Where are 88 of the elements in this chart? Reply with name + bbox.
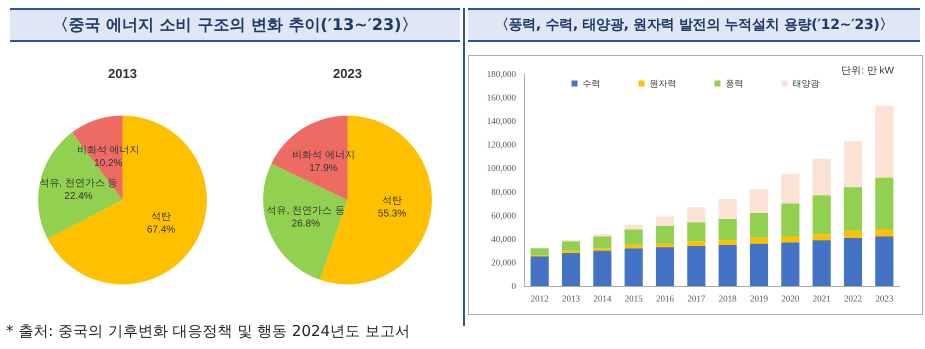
bar — [687, 241, 706, 246]
x-tick-label: 2021 — [812, 294, 831, 304]
bar — [687, 222, 706, 242]
bar — [593, 236, 612, 248]
legend-label: 풍력 — [726, 78, 744, 88]
x-tick-label: 2023 — [875, 294, 894, 304]
bar — [718, 240, 737, 245]
legend-label: 원자력 — [650, 78, 676, 88]
bar — [656, 247, 674, 286]
bar — [812, 234, 831, 240]
text: * 출처: 중국의 기후변화 대응정책 및 행동 2024년도 보고서 — [6, 322, 410, 341]
bar — [718, 218, 737, 240]
y-tick-label: 180,000 — [486, 69, 516, 79]
bar — [875, 229, 894, 237]
bar — [562, 241, 580, 251]
bar — [875, 106, 894, 178]
bar — [781, 236, 800, 242]
y-tick-label: 140,000 — [486, 116, 516, 126]
bar — [530, 248, 549, 256]
x-tick-label: 2017 — [687, 294, 706, 304]
slice-label: 석유, 천연가스 등 — [266, 205, 345, 216]
bar — [624, 244, 643, 248]
bar — [656, 226, 674, 244]
slice-label: 비화석 에너지 — [76, 145, 140, 156]
slice-label: 석유, 천연가스 등 — [39, 178, 118, 189]
bar — [812, 195, 831, 234]
bar — [624, 229, 643, 245]
legend-label: 수력 — [582, 78, 600, 88]
bar — [812, 158, 831, 196]
data-label: 67.4% — [146, 224, 176, 236]
bar — [624, 224, 643, 230]
legend-label: 태양광 — [792, 78, 820, 88]
bar — [750, 189, 768, 213]
x-tick-label: 2020 — [781, 294, 800, 304]
x-tick-label: 2016 — [656, 294, 674, 304]
bar — [687, 207, 706, 222]
y-tick-label: 120,000 — [486, 140, 516, 150]
bar — [750, 238, 768, 244]
x-tick-label: 2019 — [750, 294, 768, 304]
annotation: 단위: 만 kW — [841, 66, 895, 76]
x-tick-label: 2015 — [624, 294, 644, 304]
chart-title: 〈풍력, 수력, 태양광, 원자력 발전의 누적설치 용량(′12~′23)〉 — [468, 8, 920, 42]
bar — [656, 216, 674, 226]
bar — [562, 250, 580, 254]
bar — [750, 212, 768, 238]
y-tick-label: 80,000 — [491, 186, 516, 197]
data-label: 26.8% — [292, 218, 320, 230]
bar — [718, 198, 737, 219]
bar — [781, 204, 800, 237]
bar — [844, 187, 862, 231]
bar — [593, 234, 612, 237]
slice-label: 비화석 에너지 — [292, 150, 355, 161]
bar — [781, 174, 800, 204]
y-tick-label: 40,000 — [491, 234, 516, 244]
data-label: 22.4% — [64, 190, 93, 202]
x-tick-label: 2013 — [562, 294, 580, 304]
bar — [750, 244, 768, 286]
bar — [562, 253, 580, 286]
x-tick-label: 2018 — [718, 294, 738, 304]
y-tick-label: 0 — [512, 281, 516, 291]
bar — [781, 242, 800, 286]
slice-label: 석탄 — [382, 195, 402, 206]
bar — [844, 230, 862, 238]
bar — [530, 256, 549, 286]
bar — [624, 248, 643, 286]
x-tick-label: 2012 — [530, 294, 549, 304]
bar — [718, 244, 737, 286]
chart-title: 2023 — [333, 66, 362, 81]
slice-label: 석탄 — [151, 211, 172, 222]
data-label: 10.2% — [94, 158, 123, 170]
x-tick-label: 2022 — [844, 294, 862, 304]
bar — [875, 236, 894, 286]
bar — [844, 238, 862, 286]
bar — [687, 246, 706, 286]
bar — [593, 250, 612, 286]
y-tick-label: 60,000 — [491, 210, 516, 220]
y-tick-label: 160,000 — [486, 92, 516, 103]
y-tick-label: 100,000 — [486, 163, 516, 174]
bar — [875, 178, 894, 230]
bar — [812, 240, 831, 286]
data-label: 55.3% — [378, 208, 406, 220]
chart-subtitle: 2013 — [108, 66, 137, 81]
y-tick-label: 20,000 — [491, 257, 516, 268]
bar — [656, 244, 674, 248]
x-tick-label: 2014 — [593, 294, 612, 304]
bar — [844, 141, 862, 188]
data-label: 17.9% — [309, 162, 338, 174]
chart-title: 〈중국 에너지 소비 구조의 변화 추이(′13~′23)〉 — [10, 8, 460, 42]
